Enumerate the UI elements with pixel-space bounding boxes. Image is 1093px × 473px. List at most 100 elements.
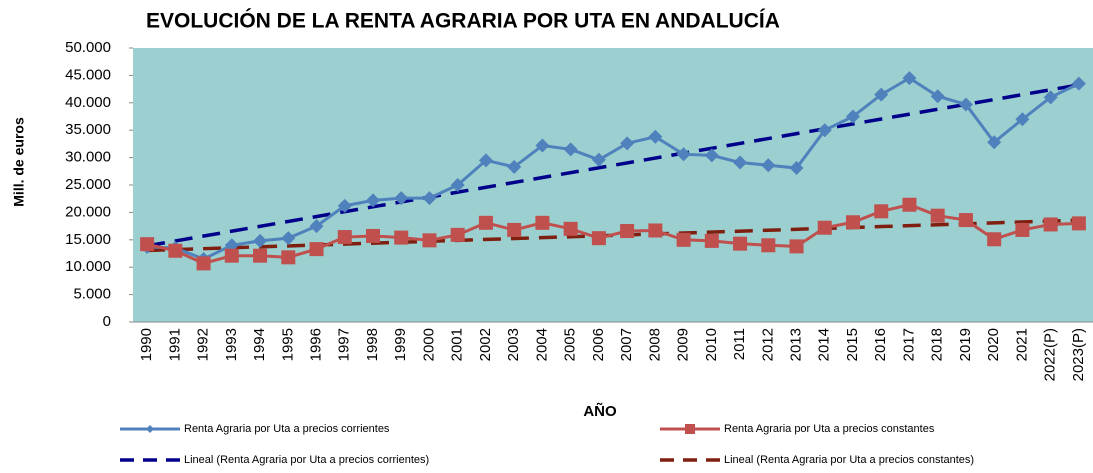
marker [224,248,239,263]
marker [535,138,550,153]
marker [874,204,889,219]
x-tick-label: 1995 [279,328,296,361]
marker [958,213,973,228]
marker [422,233,437,248]
x-tick-label: 1998 [364,328,381,361]
marker [450,178,465,192]
x-tick-label: 2018 [929,328,946,361]
marker [309,219,324,234]
x-tick-label: 2010 [703,328,720,361]
marker [507,159,522,174]
y-tick-label: 25.000 [65,176,111,193]
x-tick-label: 1990 [138,328,155,361]
marker [930,208,945,223]
x-tick-label: 1996 [307,328,324,361]
marker [507,222,522,237]
x-tick-label: 2008 [646,328,663,361]
marker [450,227,465,242]
x-tick-label: 1997 [336,328,353,361]
x-tick-label: 1999 [392,328,409,361]
x-tick-label: 2006 [590,328,607,361]
y-tick-label: 35.000 [65,121,111,138]
x-tick-label: 2017 [900,328,917,361]
marker [168,243,183,258]
trendline [147,218,1079,253]
marker [563,142,578,157]
x-tick-label: 2014 [816,328,833,361]
y-tick-label: 5.000 [73,286,111,303]
x-tick-label: 2001 [449,328,466,361]
marker [733,155,748,170]
marker [987,232,1002,247]
marker [789,161,804,176]
marker [535,215,550,230]
marker [620,136,635,151]
x-tick-label: 2016 [872,328,889,361]
marker [930,89,945,104]
marker [620,224,635,239]
marker [196,256,211,271]
x-tick-label: 2009 [675,328,692,361]
legend-label: Lineal (Renta Agraria por Uta a precios … [724,454,974,466]
marker [704,148,719,163]
marker [1015,222,1030,237]
marker [846,109,860,124]
marker [1043,217,1058,232]
legend-marker [685,424,695,434]
marker [676,232,691,247]
marker [563,221,578,236]
marker [281,231,296,246]
legend-label: Lineal (Renta Agraria por Uta a precios … [184,454,429,466]
marker [366,228,380,243]
marker [761,238,776,253]
marker [817,220,832,235]
x-tick-label: 2004 [533,328,550,361]
marker [733,236,748,251]
plot-area [133,48,1093,322]
marker [309,242,324,257]
x-axis-label: AÑO [583,402,617,420]
marker [874,87,889,102]
x-tick-label: 2020 [985,328,1002,361]
marker [281,250,296,265]
y-tick-label: 50.000 [65,39,111,56]
marker [253,248,268,263]
x-tick-label: 2022(P) [1042,328,1059,381]
x-tick-label: 2000 [420,328,437,361]
marker [987,135,1002,150]
marker [902,197,917,212]
y-tick-label: 0 [103,313,111,330]
x-tick-label: 2023(P) [1070,328,1087,381]
x-tick-label: 2019 [957,328,974,361]
x-tick-label: 2003 [505,328,522,361]
marker [789,239,804,254]
legend-label: Renta Agraria por Uta a precios constant… [724,423,935,435]
x-tick-label: 2021 [1013,328,1030,361]
y-tick-label: 40.000 [65,94,111,111]
marker [846,215,860,230]
marker [1043,90,1058,105]
marker [366,193,380,208]
x-tick-label: 1993 [223,328,240,361]
marker [422,191,437,206]
marker [817,123,832,138]
marker [591,152,606,167]
x-tick-label: 2011 [731,328,748,360]
marker [1071,76,1086,91]
marker [478,153,493,168]
y-tick-label: 15.000 [65,231,111,248]
series-line [146,203,1079,265]
x-tick-label: 2002 [477,328,494,361]
legend-label: Renta Agraria por Uta a precios corrient… [184,423,390,435]
marker [676,147,691,162]
x-tick-label: 1992 [195,328,212,361]
series-line [147,76,1080,261]
marker [761,158,776,173]
marker [394,191,409,206]
marker [1071,216,1086,231]
marker [648,223,663,238]
marker [478,215,493,230]
y-tick-label: 45.000 [65,66,111,83]
legend-marker [146,425,154,433]
